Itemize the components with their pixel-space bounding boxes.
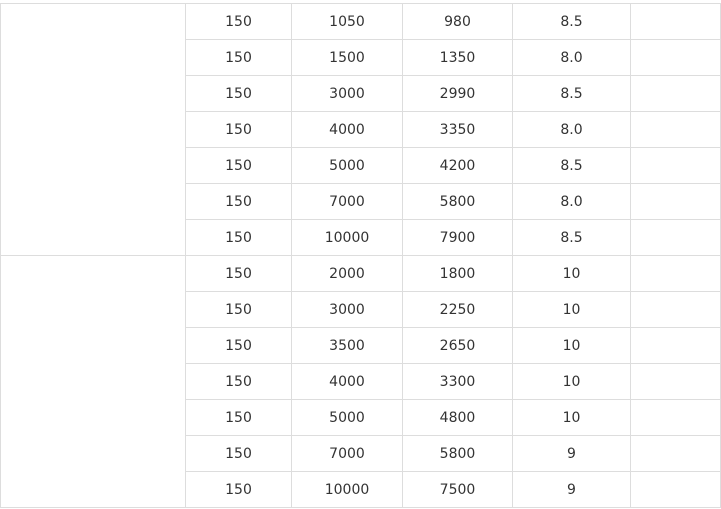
table-row: 150 3500 2650 10 — [1, 327, 721, 364]
table-row: 150 1500 1350 8.0 — [1, 39, 721, 76]
table-cell: 3350 — [402, 111, 513, 148]
table-cell — [630, 3, 721, 40]
table-row: 150 7000 5800 8.0 — [1, 183, 721, 220]
table-cell: 1500 — [291, 39, 403, 76]
table-cell: 150 — [185, 471, 292, 508]
table-cell: 2000 — [291, 255, 403, 292]
table-cell: 3000 — [291, 75, 403, 112]
table-cell: 150 — [185, 147, 292, 184]
table-cell — [630, 435, 721, 472]
table-cell: 150 — [185, 219, 292, 256]
table-cell: 5800 — [402, 183, 513, 220]
table-cell: 5000 — [291, 147, 403, 184]
table-body: 150 1050 980 8.5 150 1500 1350 8.0 150 3000 2990 8.… — [0, 3, 721, 508]
table-cell: 10000 — [291, 219, 403, 256]
table-cell: 2990 — [402, 75, 513, 112]
table-cell — [630, 111, 721, 148]
group-cell — [0, 3, 186, 256]
table-cell: 10 — [512, 291, 631, 328]
table-cell: 150 — [185, 183, 292, 220]
table-cell: 150 — [185, 435, 292, 472]
table-cell: 9 — [512, 435, 631, 472]
table-row: 150 3000 2990 8.5 — [1, 75, 721, 112]
table-cell: 1050 — [291, 3, 403, 40]
table-cell: 1800 — [402, 255, 513, 292]
table-cell: 150 — [185, 3, 292, 40]
table-cell — [630, 147, 721, 184]
table-cell: 10 — [512, 255, 631, 292]
table-cell: 3500 — [291, 327, 403, 364]
table-row: 150 10000 7500 9 — [1, 471, 721, 508]
table-row: 150 5000 4200 8.5 — [1, 147, 721, 184]
table-cell: 150 — [185, 291, 292, 328]
table-cell: 8.5 — [512, 3, 631, 40]
table-cell — [630, 255, 721, 292]
table-cell: 980 — [402, 3, 513, 40]
table-cell — [630, 219, 721, 256]
table-cell: 10 — [512, 399, 631, 436]
table-cell: 7000 — [291, 435, 403, 472]
table-cell: 150 — [185, 327, 292, 364]
table-row: 150 4000 3350 8.0 — [1, 111, 721, 148]
table-cell: 8.0 — [512, 39, 631, 76]
table-cell: 7000 — [291, 183, 403, 220]
table-cell — [630, 363, 721, 400]
data-table: 150 1050 980 8.5 150 1500 1350 8.0 150 3000 2990 8.… — [0, 3, 721, 508]
table-cell: 150 — [185, 363, 292, 400]
table-cell: 150 — [185, 39, 292, 76]
table-row: 150 1050 980 8.5 — [0, 3, 721, 256]
table-row: 150 2000 1800 10 — [0, 255, 721, 508]
group-cell — [0, 255, 186, 508]
table-cell: 10 — [512, 363, 631, 400]
table-cell: 1350 — [402, 39, 513, 76]
table-cell: 4000 — [291, 111, 403, 148]
table-cell: 7500 — [402, 471, 513, 508]
table-cell: 5800 — [402, 435, 513, 472]
table-cell — [630, 327, 721, 364]
table-cell: 10000 — [291, 471, 403, 508]
table-cell: 9 — [512, 471, 631, 508]
table-cell: 8.0 — [512, 183, 631, 220]
table-cell: 3000 — [291, 291, 403, 328]
table-cell: 8.0 — [512, 111, 631, 148]
table-cell: 4000 — [291, 363, 403, 400]
table-cell — [630, 75, 721, 112]
table-cell: 10 — [512, 327, 631, 364]
table-cell — [630, 471, 721, 508]
table-row: 150 4000 3300 10 — [1, 363, 721, 400]
table-cell: 4200 — [402, 147, 513, 184]
table-cell: 3300 — [402, 363, 513, 400]
table-cell — [630, 291, 721, 328]
table-cell: 150 — [185, 75, 292, 112]
table-cell: 150 — [185, 399, 292, 436]
table-cell: 8.5 — [512, 75, 631, 112]
table-cell: 5000 — [291, 399, 403, 436]
table-cell — [630, 183, 721, 220]
table-cell: 2650 — [402, 327, 513, 364]
table-cell: 8.5 — [512, 219, 631, 256]
table-cell: 8.5 — [512, 147, 631, 184]
table-cell — [630, 39, 721, 76]
table-cell — [630, 399, 721, 436]
table-cell: 7900 — [402, 219, 513, 256]
table-cell: 2250 — [402, 291, 513, 328]
table-cell: 150 — [185, 255, 292, 292]
table-cell: 4800 — [402, 399, 513, 436]
table-cell: 150 — [185, 111, 292, 148]
